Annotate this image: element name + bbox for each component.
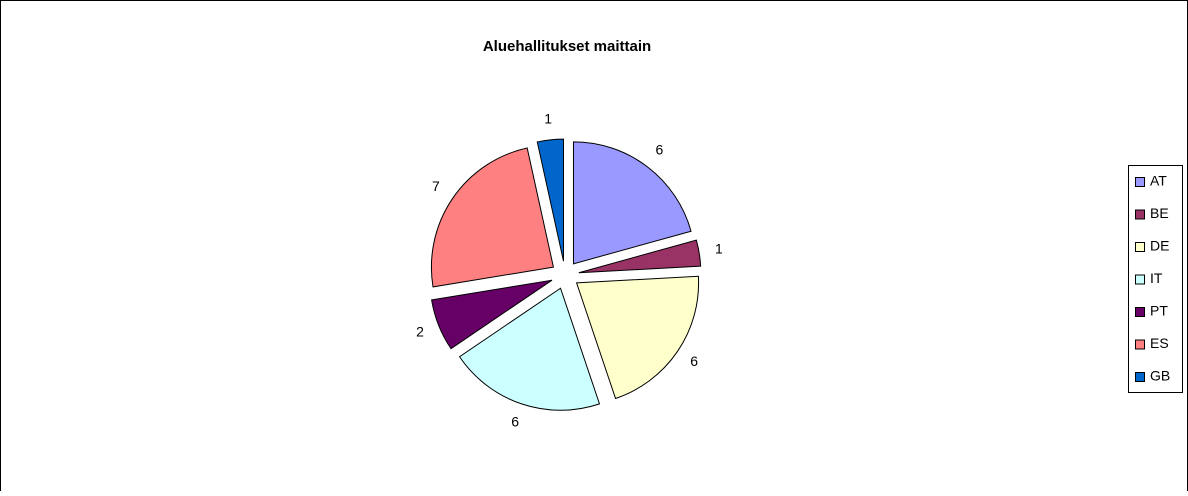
data-label: 2 (416, 323, 424, 339)
chart-title: Aluehallitukset maittain (483, 38, 651, 55)
data-label: 6 (690, 353, 698, 369)
data-label: 7 (432, 178, 440, 194)
legend-label: ES (1150, 335, 1169, 351)
pie-slice (572, 141, 692, 265)
pie-slice (536, 138, 564, 262)
legend-swatch (1135, 307, 1145, 317)
legend-label: IT (1150, 270, 1163, 286)
pie-slice (458, 287, 601, 411)
data-label: 6 (656, 142, 664, 158)
legend-swatch (1135, 274, 1145, 285)
data-label: 1 (544, 111, 552, 127)
legend-swatch (1135, 209, 1145, 220)
data-label: 1 (715, 240, 723, 256)
pie-slice (575, 275, 700, 400)
legend-label: DE (1150, 238, 1169, 254)
pie-slice (431, 279, 553, 350)
legend-label: BE (1150, 205, 1169, 221)
pie-slice (578, 239, 702, 274)
legend-swatch (1135, 339, 1145, 350)
legend-swatch (1135, 177, 1145, 187)
data-label: 6 (511, 414, 519, 430)
legend-swatch (1135, 372, 1145, 382)
pie-slice (430, 147, 555, 288)
legend-swatch (1135, 242, 1145, 252)
legend-label: GB (1150, 368, 1170, 384)
legend-label: AT (1150, 173, 1167, 189)
legend-label: PT (1150, 303, 1168, 319)
